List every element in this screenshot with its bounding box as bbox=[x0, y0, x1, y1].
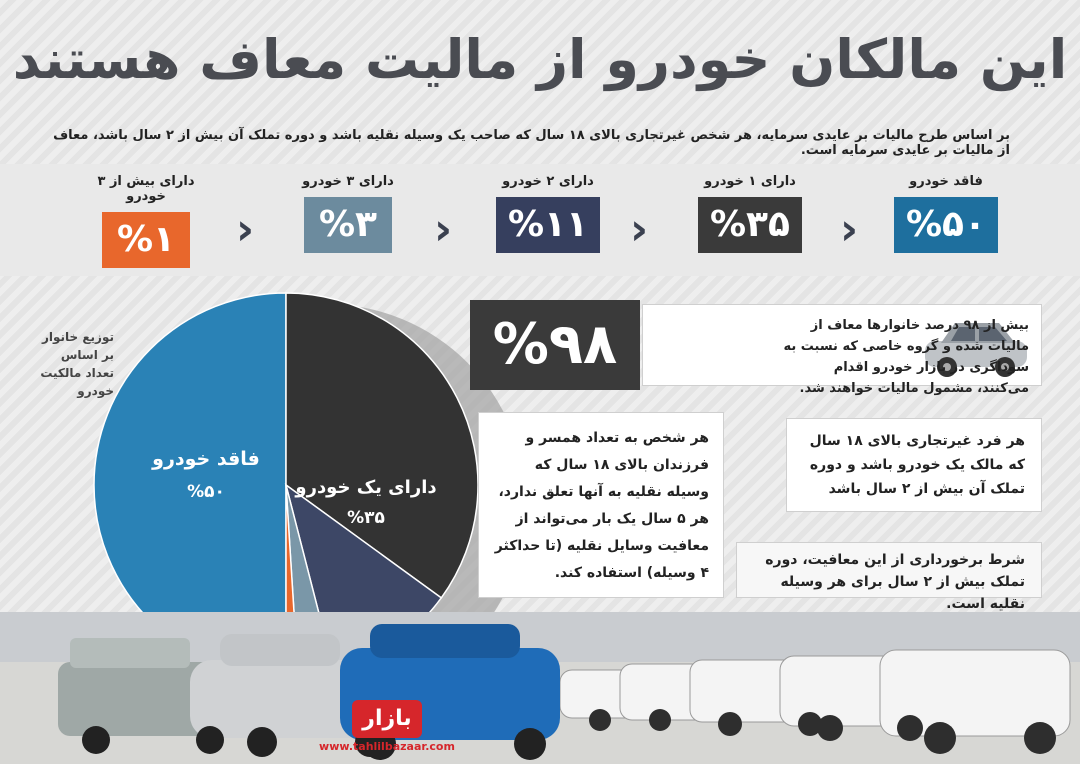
highlight-text: بیش از ۹۸ درصد خانوارها معاف از مالیات ش… bbox=[783, 318, 1029, 396]
stat-value: %۱ bbox=[102, 212, 190, 268]
stat-label: دارای ۲ خودرو bbox=[502, 174, 594, 189]
chevron-left-icon: ‹ bbox=[434, 204, 453, 255]
slice-label-one-car: دارای یک خودرو bbox=[294, 477, 436, 498]
pie-slice-one-car bbox=[285, 292, 479, 599]
highlight-panel: بیش از ۹۸ درصد خانوارها معاف از مالیات ش… bbox=[642, 304, 1042, 396]
cars-illustration bbox=[0, 612, 1080, 764]
chevron-left-icon: ‹ bbox=[236, 204, 255, 255]
pie-svg: فاقد خودرو %۵۰ دارای یک خودرو %۳۵ bbox=[93, 292, 479, 678]
stat-more-than-three: دارای بیش از ۳ خودرو %۱ bbox=[76, 174, 216, 268]
chevron-left-icon: ‹ bbox=[630, 204, 649, 255]
pie-note: توزیع خانوار بر اساس تعداد مالکیت خودرو bbox=[40, 330, 114, 398]
card-family-exemption: هر شخص به تعداد همسر و فرزندان بالای ۱۸ … bbox=[478, 412, 724, 598]
card-condition: شرط برخورداری از این معافیت، دوره تملک ب… bbox=[736, 542, 1042, 612]
stat-value: %۳۵ bbox=[697, 197, 802, 253]
stat-value: %۱۱ bbox=[495, 197, 600, 253]
page-subtitle: بر اساس طرح مالیات بر عایدی سرمایه، هر ش… bbox=[53, 128, 1010, 158]
slice-label-no-car: فاقد خودرو bbox=[151, 448, 260, 470]
chevron-left-icon: ‹ bbox=[840, 204, 859, 255]
stat-label: فاقد خودرو bbox=[909, 174, 983, 189]
slice-value-no-car: %۵۰ bbox=[187, 482, 225, 502]
car-image bbox=[925, 323, 1027, 377]
slice-value-one-car: %۳۵ bbox=[347, 508, 385, 528]
card-individual-exemption: هر فرد غیرتجاری بالای ۱۸ سال که مالک یک … bbox=[786, 418, 1042, 512]
page-title: این مالکان خودرو از مالیت معاف هستند bbox=[12, 28, 1068, 91]
stat-one-car: دارای ۱ خودرو %۳۵ bbox=[680, 174, 820, 253]
highlight-percent: %۹۸ bbox=[470, 300, 640, 390]
stat-two-cars: دارای ۲ خودرو %۱۱ bbox=[478, 174, 618, 253]
stat-value: %۵۰ bbox=[893, 197, 998, 253]
stat-label: دارای ۳ خودرو bbox=[302, 174, 394, 189]
brand-logo: بازار www.tahlilbazaar.com bbox=[312, 700, 462, 758]
pie-chart: فاقد خودرو %۵۰ دارای یک خودرو %۳۵ bbox=[86, 285, 486, 685]
stat-label: دارای بیش از ۳ خودرو bbox=[97, 174, 195, 204]
stat-label: دارای ۱ خودرو bbox=[704, 174, 796, 189]
stat-three-cars: دارای ۳ خودرو %۳ bbox=[278, 174, 418, 253]
stat-value: %۳ bbox=[304, 197, 392, 253]
logo-url: www.tahlilbazaar.com bbox=[319, 740, 455, 753]
stat-no-car: فاقد خودرو %۵۰ bbox=[876, 174, 1016, 253]
logo-mark: بازار bbox=[352, 700, 422, 738]
